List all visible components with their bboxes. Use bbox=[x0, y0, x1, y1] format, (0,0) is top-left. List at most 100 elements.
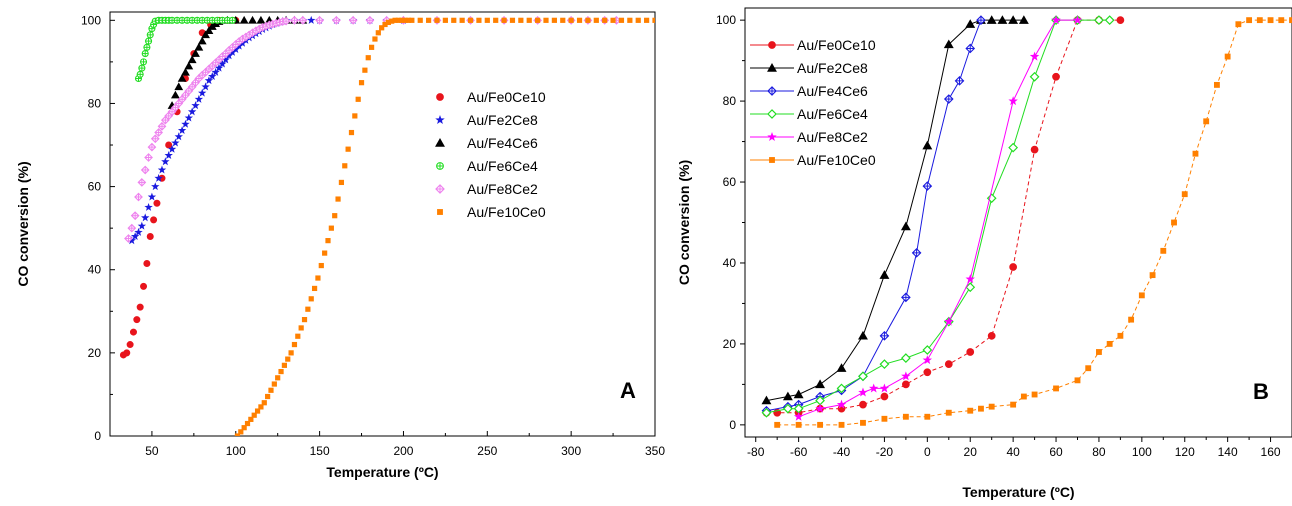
data-point bbox=[967, 407, 974, 414]
data-point bbox=[1009, 263, 1018, 271]
data-point bbox=[817, 421, 824, 428]
data-point bbox=[782, 391, 793, 401]
data-point bbox=[901, 371, 911, 381]
y-tick-label: 100 bbox=[81, 13, 101, 27]
legend-label: Au/Fe2Ce8 bbox=[797, 60, 868, 76]
data-point bbox=[328, 225, 334, 231]
panel-label: B bbox=[1253, 379, 1269, 404]
x-tick-label: 80 bbox=[1092, 445, 1106, 459]
data-point bbox=[923, 368, 932, 377]
data-point bbox=[204, 26, 214, 35]
x-tick-label: 200 bbox=[393, 444, 413, 458]
data-point bbox=[858, 330, 868, 340]
legend-label: Au/Fe8Ce2 bbox=[797, 129, 868, 145]
data-point bbox=[1029, 71, 1040, 82]
data-point bbox=[181, 119, 190, 128]
series-line bbox=[766, 19, 1024, 402]
data-point bbox=[1149, 272, 1156, 279]
y-tick-label: 40 bbox=[723, 256, 737, 270]
data-point bbox=[543, 17, 549, 23]
data-point bbox=[251, 412, 257, 418]
data-point bbox=[258, 404, 264, 410]
data-point bbox=[315, 15, 324, 25]
data-point bbox=[208, 72, 217, 80]
data-point bbox=[291, 341, 298, 348]
data-point bbox=[635, 17, 641, 23]
data-point bbox=[218, 59, 227, 68]
data-point bbox=[1072, 15, 1083, 25]
data-point bbox=[224, 51, 234, 60]
data-point bbox=[879, 330, 890, 341]
data-point bbox=[150, 216, 158, 224]
data-point bbox=[150, 134, 160, 144]
data-point bbox=[902, 413, 909, 420]
data-point bbox=[484, 17, 490, 23]
data-point bbox=[593, 17, 599, 23]
data-point bbox=[986, 193, 997, 204]
legend: Au/Fe0Ce10 Au/Fe2Ce8 Au/Fe4Ce6 Au/Fe6Ce4 Au/… bbox=[435, 89, 546, 220]
y-tick-label: 60 bbox=[88, 180, 102, 194]
data-point bbox=[244, 420, 251, 427]
data-point bbox=[879, 359, 890, 370]
data-point bbox=[476, 17, 482, 23]
data-point bbox=[285, 356, 291, 362]
data-point bbox=[288, 350, 294, 356]
data-point bbox=[902, 380, 910, 389]
data-point bbox=[399, 17, 405, 23]
x-axis-title: Temperature (ºC) bbox=[326, 464, 438, 480]
data-point bbox=[900, 221, 911, 231]
data-point bbox=[1160, 247, 1167, 254]
data-point bbox=[123, 349, 131, 357]
data-point bbox=[129, 328, 137, 336]
y-axis-title: CO conversion (%) bbox=[676, 160, 692, 285]
data-point bbox=[338, 179, 345, 186]
x-tick-label: 300 bbox=[561, 444, 581, 458]
data-point bbox=[392, 17, 398, 23]
data-point bbox=[1278, 17, 1285, 24]
legend-marker bbox=[768, 41, 776, 49]
data-point bbox=[248, 416, 254, 422]
data-point bbox=[254, 408, 261, 414]
x-tick-label: -60 bbox=[790, 445, 808, 459]
data-point bbox=[836, 383, 847, 394]
legend-label: Au/Fe10Ce0 bbox=[797, 152, 876, 168]
x-tick-label: -80 bbox=[747, 445, 765, 459]
x-axis-title: Temperature (ºC) bbox=[962, 484, 1074, 500]
series-au-fe8ce2 bbox=[793, 15, 1083, 421]
data-point bbox=[509, 17, 516, 23]
data-point bbox=[451, 17, 457, 23]
data-point bbox=[966, 348, 975, 356]
data-point bbox=[618, 17, 625, 23]
series-au-fe8ce2 bbox=[124, 15, 621, 243]
data-point bbox=[290, 15, 299, 25]
data-point bbox=[761, 407, 772, 418]
data-point bbox=[137, 178, 147, 187]
data-point bbox=[248, 15, 257, 24]
data-point bbox=[143, 43, 151, 51]
legend-marker bbox=[767, 86, 777, 96]
data-point bbox=[256, 15, 266, 24]
legend-marker bbox=[435, 115, 445, 124]
x-tick-label: 60 bbox=[1049, 445, 1063, 459]
legend-label: Au/Fe0Ce10 bbox=[467, 89, 546, 105]
data-point bbox=[194, 94, 204, 103]
data-point bbox=[602, 17, 608, 23]
data-point bbox=[1224, 53, 1231, 60]
data-point bbox=[365, 55, 371, 61]
x-tick-label: 120 bbox=[1175, 445, 1195, 459]
data-point bbox=[943, 94, 954, 104]
data-point bbox=[365, 15, 375, 25]
series-line bbox=[798, 19, 1078, 418]
data-point bbox=[1235, 21, 1242, 28]
data-point bbox=[965, 43, 976, 54]
data-point bbox=[184, 61, 194, 70]
legend-marker bbox=[436, 93, 444, 101]
data-point bbox=[1128, 316, 1135, 323]
data-point bbox=[1267, 17, 1274, 24]
data-point bbox=[204, 76, 214, 85]
x-tick-label: 150 bbox=[310, 444, 330, 458]
data-point bbox=[271, 381, 277, 387]
data-point bbox=[136, 303, 144, 311]
data-point bbox=[214, 63, 224, 72]
data-point bbox=[1138, 292, 1145, 299]
